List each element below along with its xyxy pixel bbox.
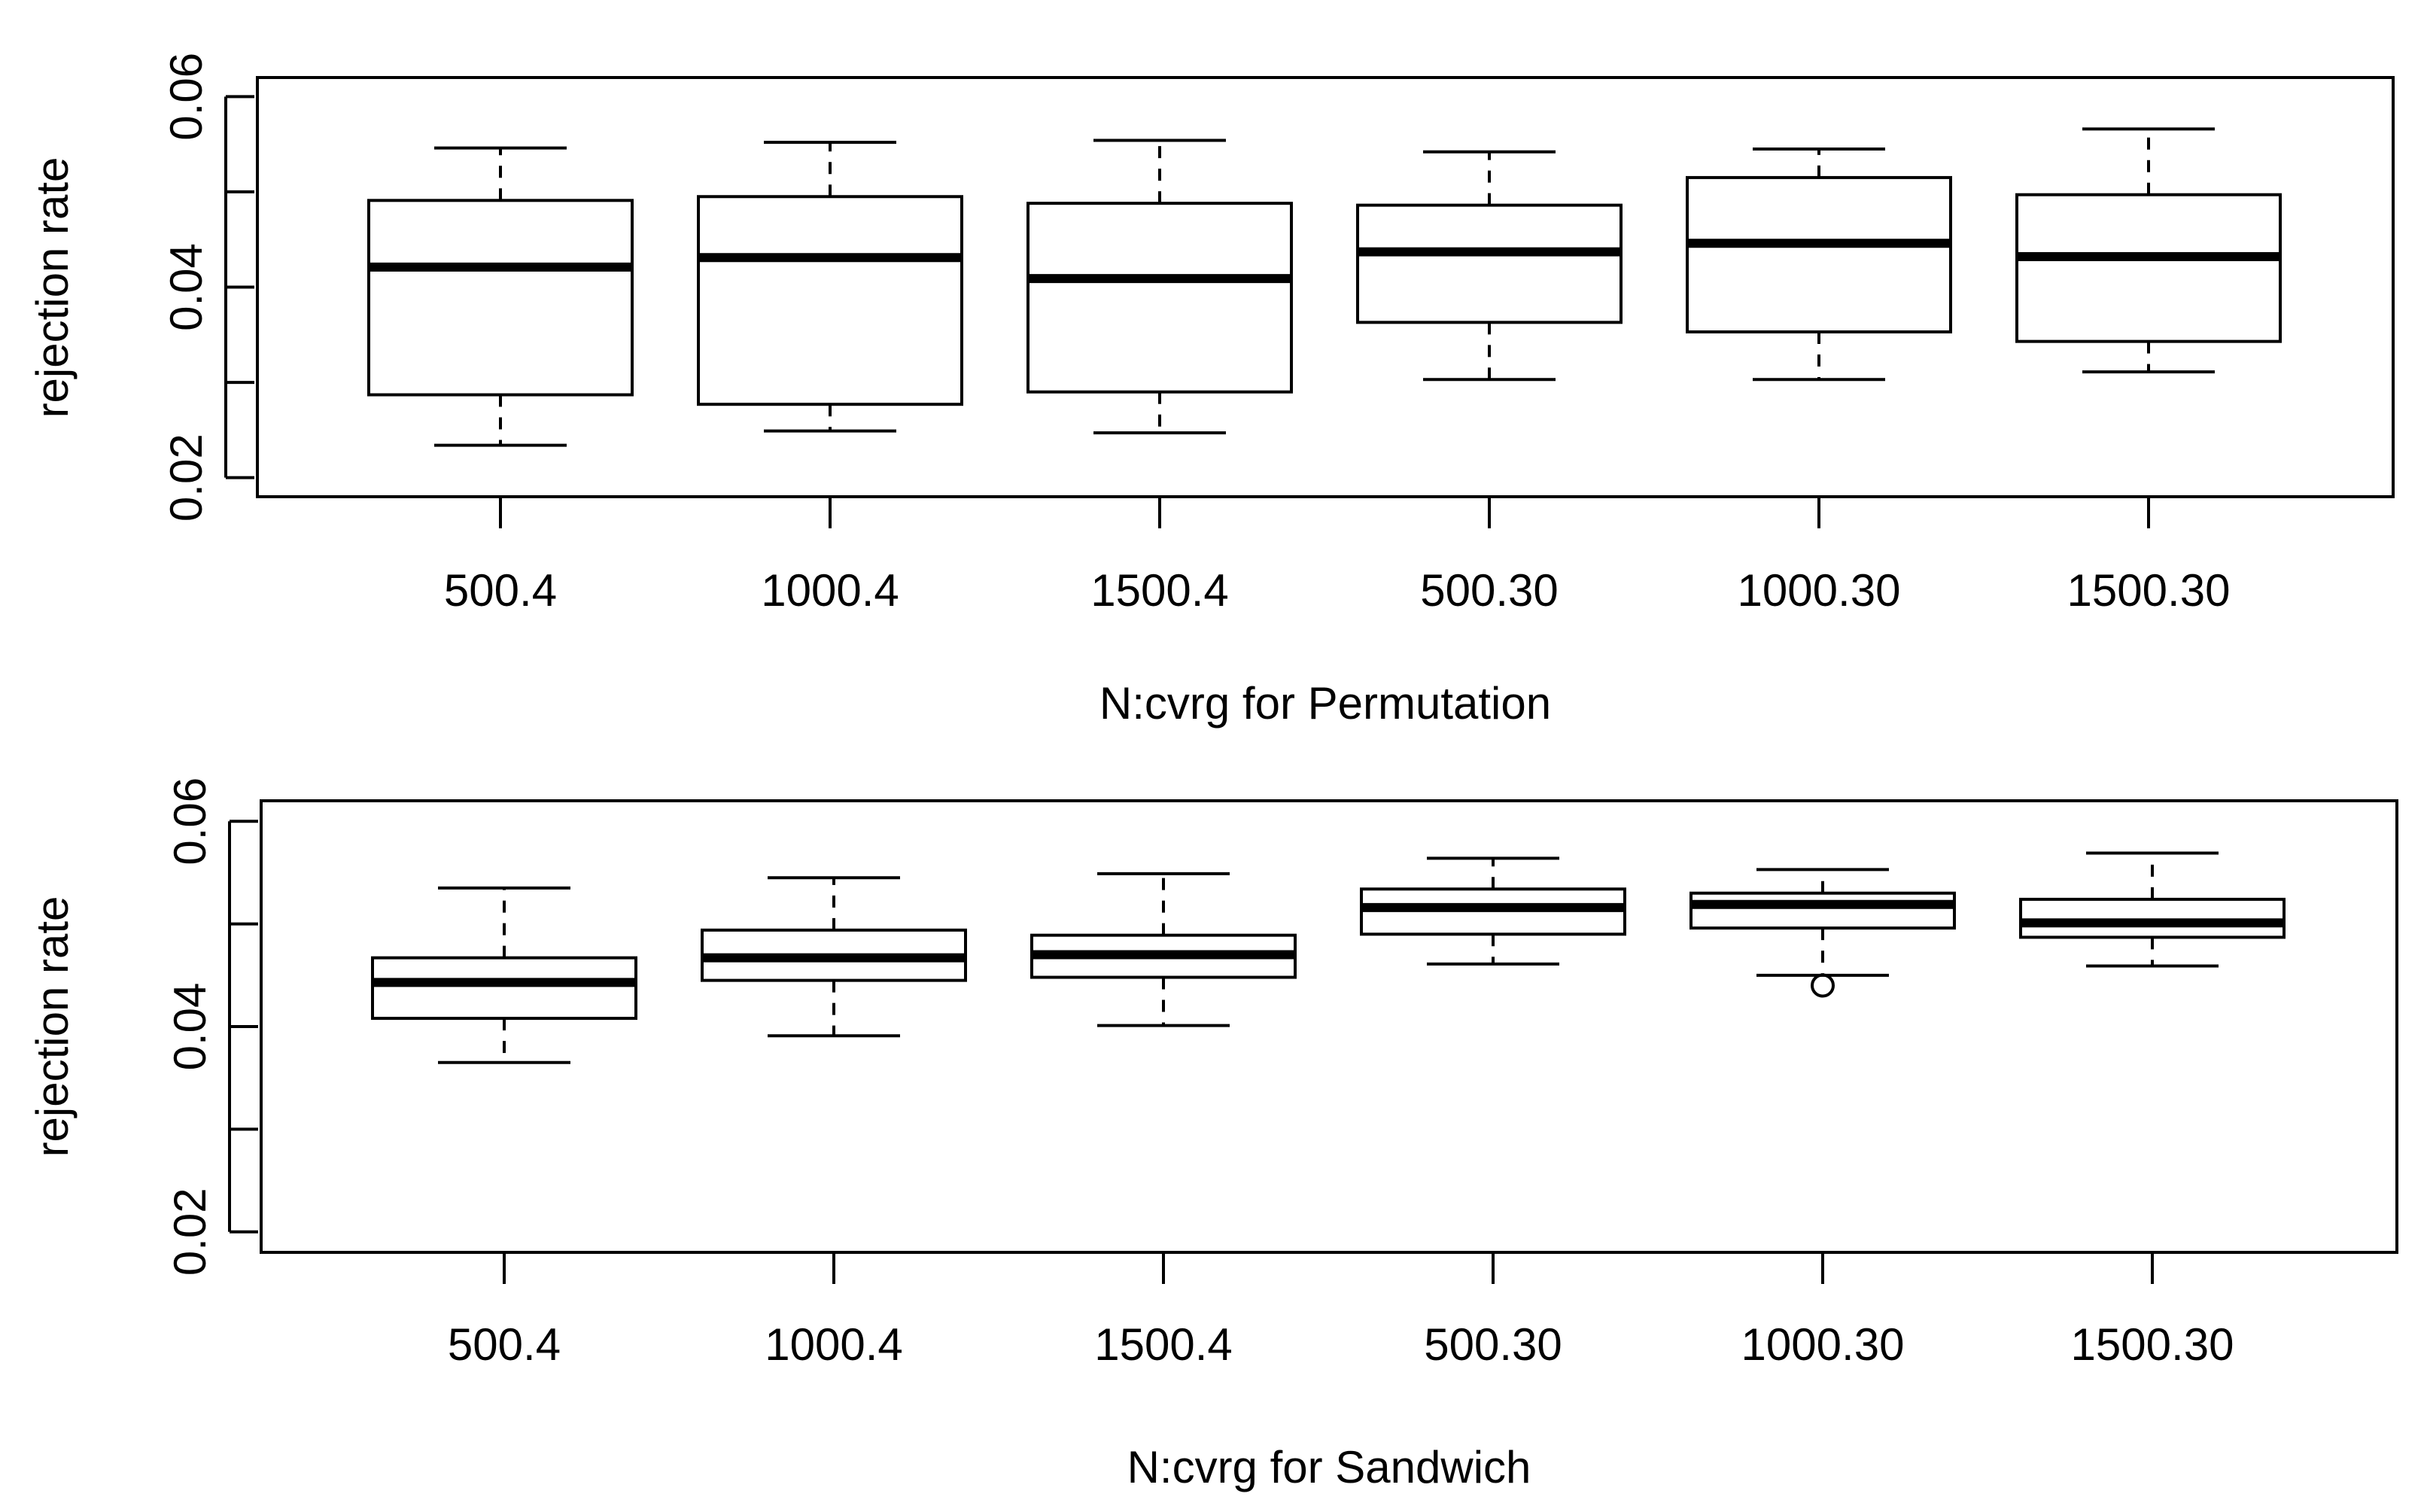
iqr-box [1686,175,1952,333]
iqr-box [697,195,963,406]
box-1500.30 [2019,851,2286,968]
x-axis-title: N:cvrg for Permutation [1099,678,1551,729]
box-series [371,851,2286,1064]
y-axis: 0.02 0.04 0.06 [161,53,254,522]
x-tick-label: 1500.4 [1090,565,1229,616]
x-tick-label: 1000.30 [1738,565,1901,616]
x-tick-label: 1500.30 [2067,565,2231,616]
outlier-point [1811,973,1835,998]
box-1500.30 [2015,127,2282,374]
x-tick-label: 1000.30 [1741,1319,1905,1370]
box-500.30 [1360,856,1626,966]
box-1500.4 [1030,872,1297,1027]
x-tick-label: 500.4 [444,565,557,616]
y-tick-label: 0.06 [161,53,211,141]
box-1000.4 [701,876,967,1038]
y-axis-title: rejection rate [27,157,78,418]
iqr-box [2019,897,2286,939]
plot-frame [260,799,2398,1254]
iqr-box [367,199,634,397]
iqr-box [371,956,637,1021]
x-tick-label: 1500.30 [2071,1319,2234,1370]
y-axis-title: rejection rate [27,896,78,1158]
box-500.30 [1356,150,1623,382]
box-1500.4 [1026,138,1293,435]
y-tick-label: 0.06 [165,777,215,866]
y-axis: 0.02 0.04 0.06 [165,777,258,1276]
box-1000.30 [1689,868,1956,998]
y-tick-label: 0.02 [165,1188,215,1276]
x-tick-label: 500.30 [1424,1319,1562,1370]
box-500.4 [367,146,634,447]
box-series [367,127,2282,447]
iqr-box [2015,193,2282,343]
x-axis-title: N:cvrg for Sandwich [1127,1442,1531,1492]
plot-frame [256,76,2395,498]
x-axis: 500.4 1000.4 1500.4 500.30 1000.30 1500.30 [448,1254,2234,1370]
y-tick-label: 0.04 [161,243,211,331]
x-tick-label: 500.4 [448,1319,561,1370]
y-tick-label: 0.04 [165,983,215,1071]
y-tick-label: 0.02 [161,434,211,522]
box-1000.30 [1686,147,1952,382]
iqr-box [1689,891,1956,930]
iqr-box [1026,202,1293,394]
x-tick-label: 1000.4 [765,1319,903,1370]
x-tick-label: 1000.4 [761,565,899,616]
permutation-panel: 0.02 0.04 0.06 500.4 1000.4 1500.4 500.30 1000… [27,53,2395,729]
sandwich-panel: 0.02 0.04 0.06 500.4 1000.4 1500.4 500.30 1000… [27,777,2398,1492]
x-tick-label: 1500.4 [1094,1319,1233,1370]
box-1000.4 [697,141,963,433]
box-500.4 [371,886,637,1064]
x-tick-label: 500.30 [1420,565,1559,616]
x-axis: 500.4 1000.4 1500.4 500.30 1000.30 1500.30 [444,498,2231,616]
iqr-box [1356,203,1623,324]
